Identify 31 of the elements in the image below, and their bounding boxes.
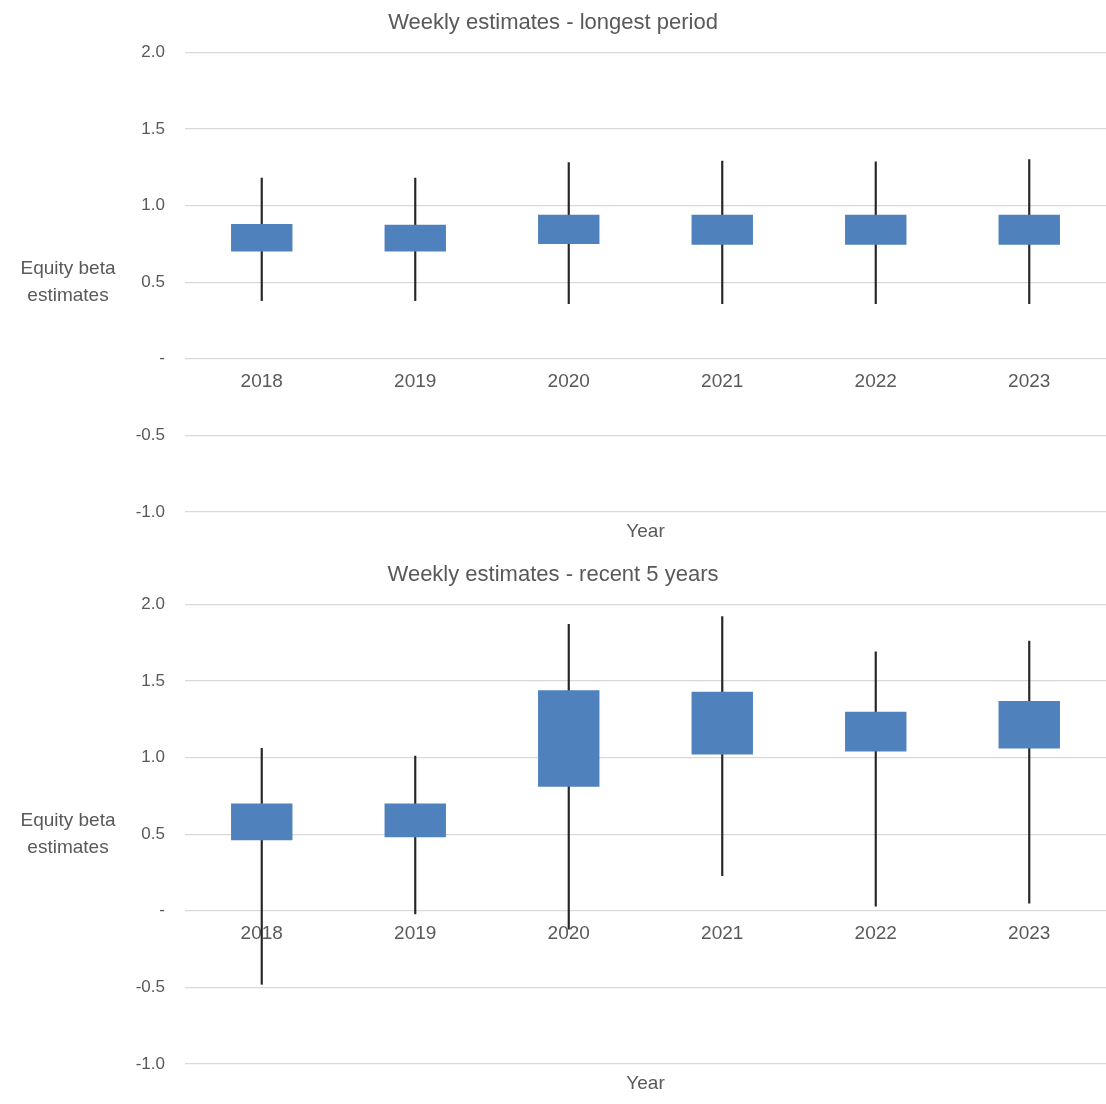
- y-tick-label: 2.0: [141, 42, 165, 62]
- y-tick-label: -1.0: [135, 1053, 165, 1073]
- y-tick-label: 1.0: [141, 195, 165, 215]
- x-tick-label: 2020: [547, 370, 590, 392]
- x-tick-label: 2022: [854, 370, 897, 392]
- chart-title: Weekly estimates - longest period: [388, 9, 718, 35]
- x-tick-label: 2022: [854, 922, 897, 944]
- y-tick-label: -: [159, 348, 165, 368]
- x-axis-title: Year: [626, 1072, 666, 1094]
- y-axis-title: Equity beta estimates: [20, 256, 116, 305]
- x-tick-label: 2019: [394, 922, 437, 944]
- x-tick-label: 2023: [1008, 370, 1051, 392]
- y-tick-label: 1.0: [141, 747, 165, 767]
- y-tick-label: 1.5: [141, 670, 165, 690]
- y-tick-label: -0.5: [135, 425, 165, 445]
- y-tick-label: -0.5: [135, 977, 165, 997]
- y-tick-label: 1.5: [141, 118, 165, 138]
- y-tick-label: 0.5: [141, 823, 165, 843]
- x-tick-label: 2023: [1008, 922, 1051, 944]
- y-tick-label: 0.5: [141, 271, 165, 291]
- y-tick-label: -: [159, 900, 165, 920]
- x-tick-label: 2020: [547, 922, 590, 944]
- x-tick-label: 2021: [701, 922, 744, 944]
- y-tick-label: -1.0: [135, 501, 165, 521]
- y-tick-label: 2.0: [141, 594, 165, 614]
- chart-title: Weekly estimates - recent 5 years: [387, 561, 719, 587]
- x-tick-label: 2019: [394, 370, 437, 392]
- x-axis-title: Year: [626, 520, 666, 542]
- x-tick-label: 2021: [701, 370, 744, 392]
- x-tick-label: 2018: [240, 370, 283, 392]
- y-axis-title: Equity beta estimates: [20, 808, 116, 857]
